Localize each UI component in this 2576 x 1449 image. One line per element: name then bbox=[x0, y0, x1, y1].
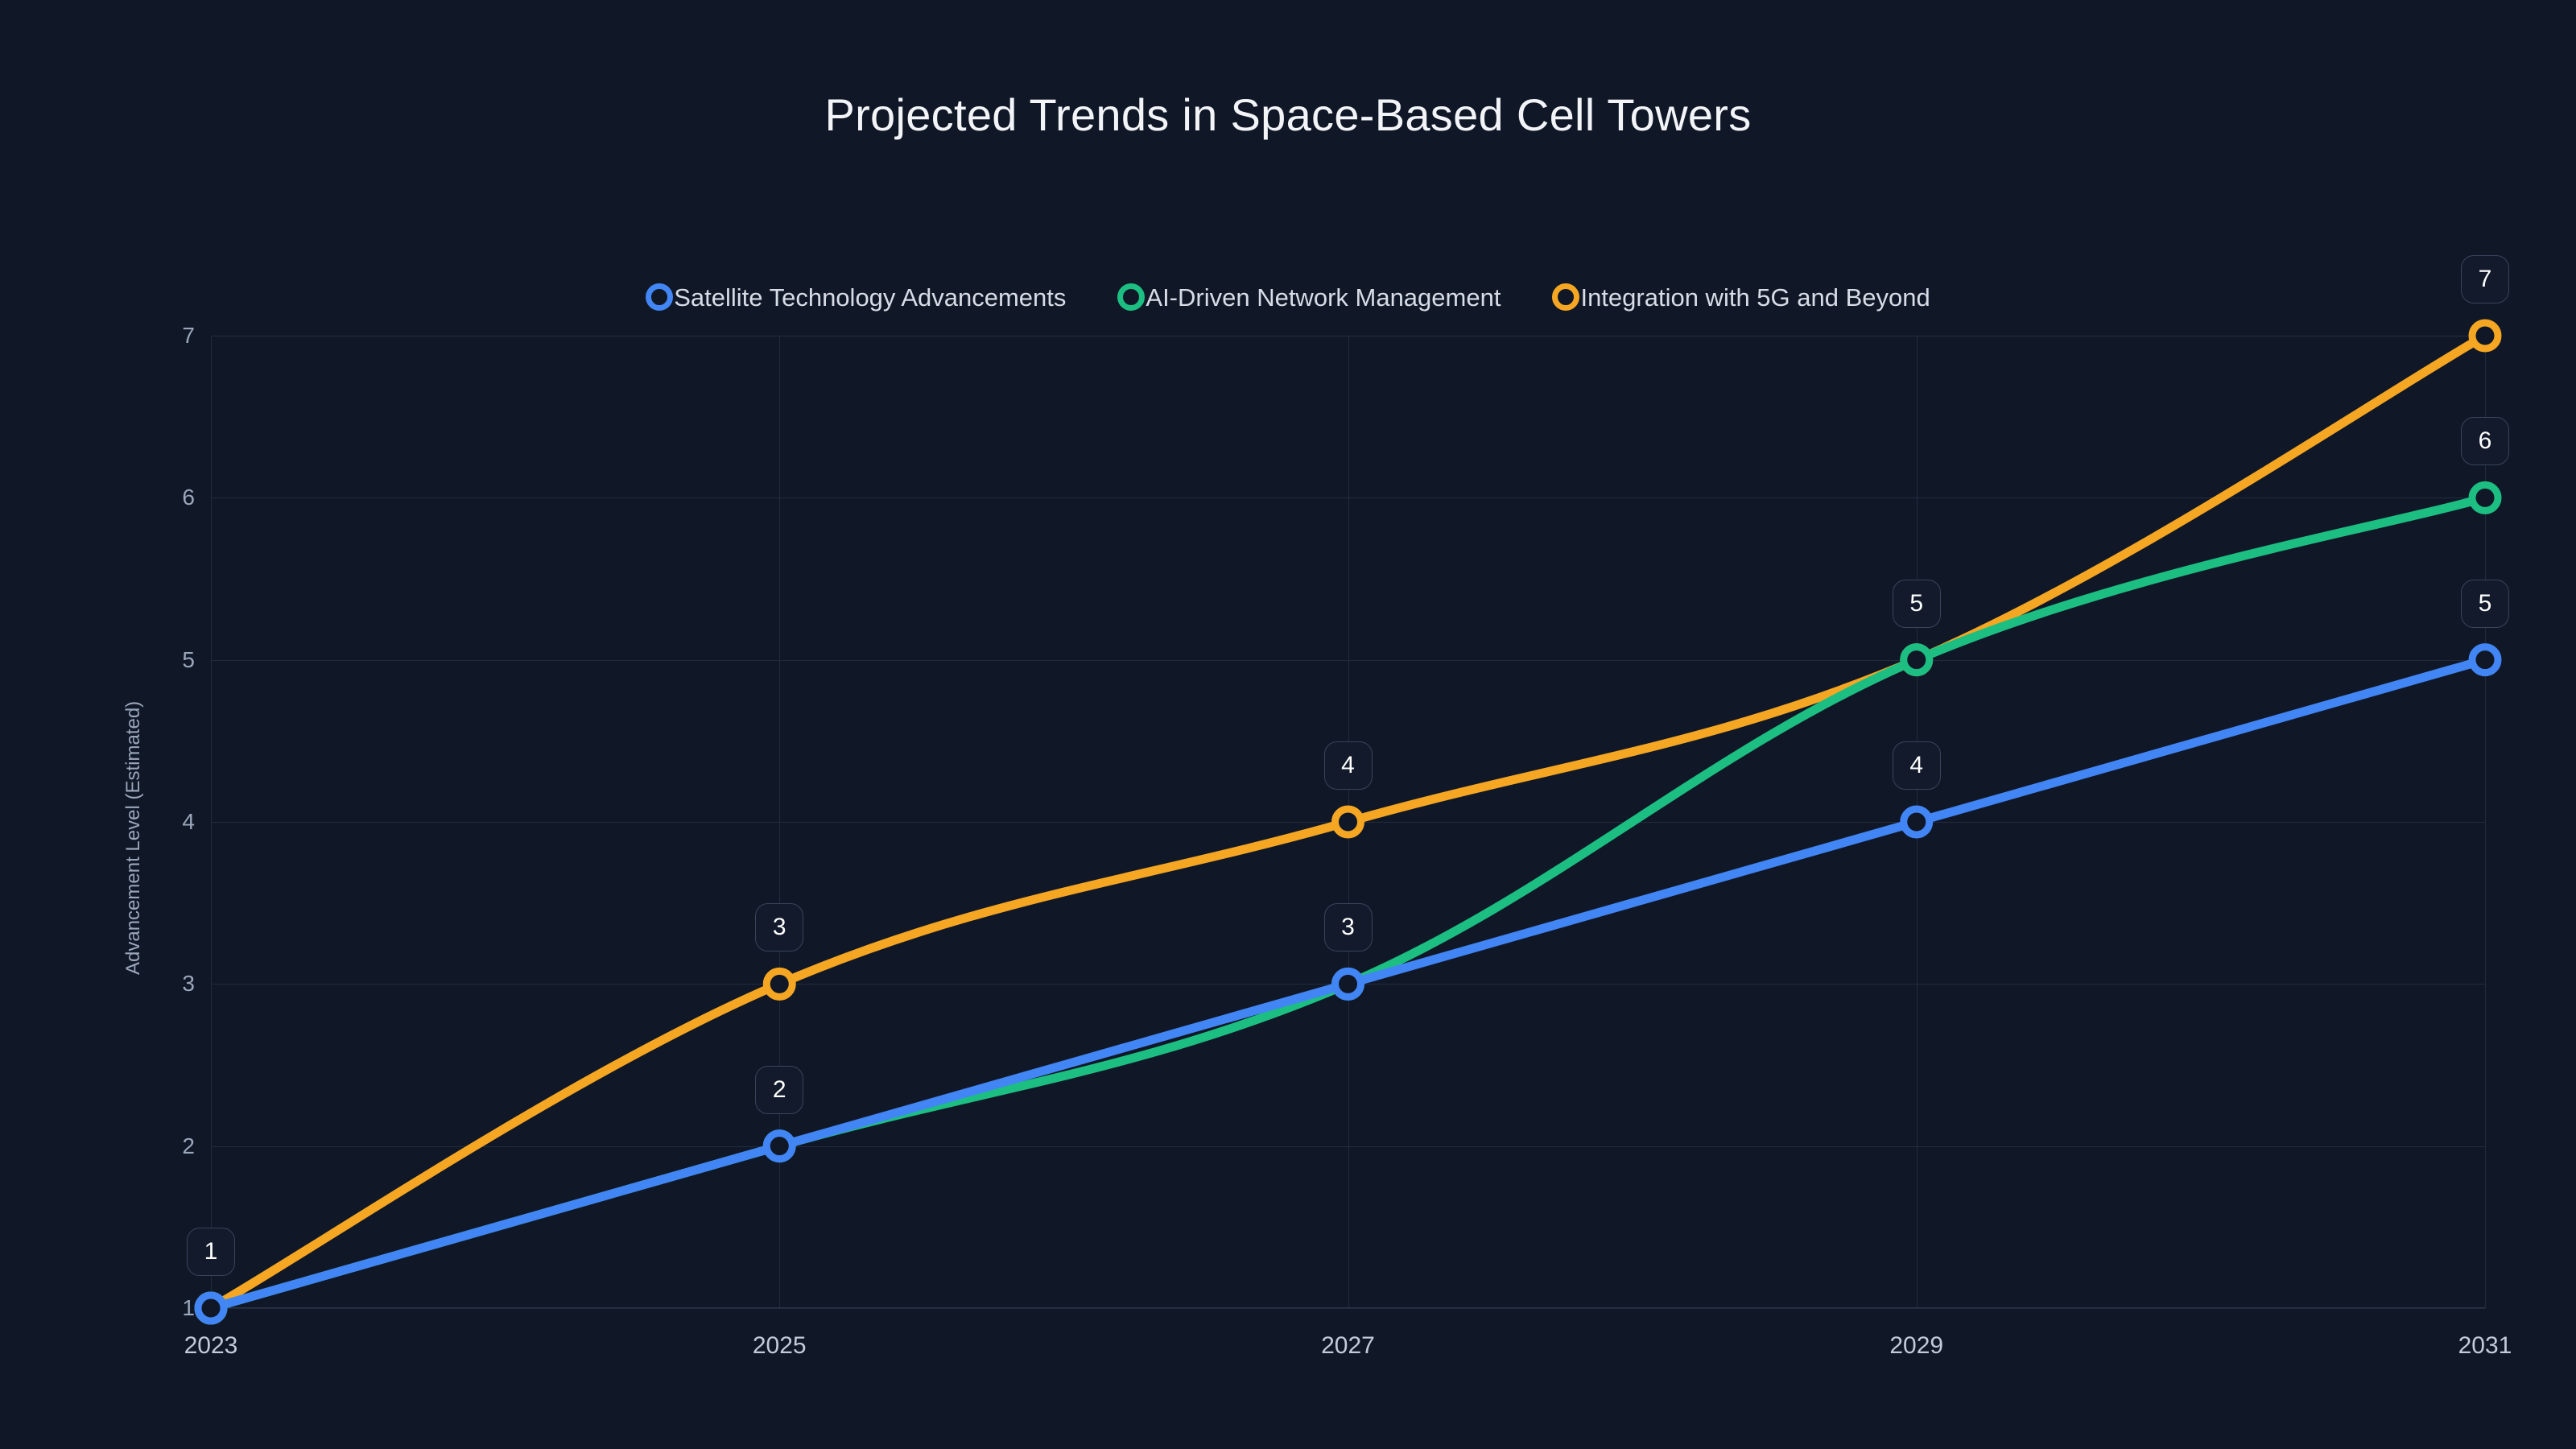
data-point-label: 6 bbox=[2461, 417, 2509, 466]
y-tick-label: 4 bbox=[182, 809, 195, 834]
gridline-vertical bbox=[779, 336, 781, 1308]
legend-item-label: Satellite Technology Advancements bbox=[674, 283, 1067, 312]
data-point-label: 4 bbox=[1323, 741, 1373, 790]
data-point-label: 7 bbox=[2461, 255, 2509, 303]
x-tick-label: 2027 bbox=[1321, 1332, 1375, 1359]
x-tick-label: 2025 bbox=[752, 1332, 807, 1359]
y-tick-label: 2 bbox=[182, 1133, 195, 1158]
y-tick-label: 5 bbox=[182, 646, 195, 672]
data-point-label: 3 bbox=[755, 903, 804, 952]
x-tick-label: 2029 bbox=[1889, 1332, 1944, 1359]
data-point-label: 2 bbox=[755, 1065, 804, 1114]
data-point-label: 3 bbox=[1323, 903, 1373, 952]
legend-item-ai[interactable]: AI-Driven Network Management bbox=[1117, 283, 1501, 311]
gridline-horizontal bbox=[211, 1308, 2485, 1309]
y-tick-label: 1 bbox=[182, 1295, 195, 1320]
x-tick-label: 2023 bbox=[184, 1332, 238, 1359]
plot-area bbox=[211, 336, 2486, 1309]
page-title: Projected Trends in Space-Based Cell Tow… bbox=[824, 89, 1752, 140]
y-axis-title: Advancement Level (Estimated) bbox=[122, 700, 144, 975]
ring-marker-icon bbox=[646, 283, 674, 311]
gridline-vertical bbox=[1348, 336, 1349, 1308]
legend-item-label: Integration with 5G and Beyond bbox=[1580, 283, 1930, 312]
data-point-label: 1 bbox=[187, 1228, 235, 1276]
y-tick-label: 6 bbox=[182, 485, 195, 510]
gridline-vertical bbox=[1916, 336, 1918, 1308]
x-axis-line bbox=[211, 1307, 2485, 1308]
ring-marker-icon bbox=[1552, 283, 1580, 311]
legend-item-integration[interactable]: Integration with 5G and Beyond bbox=[1552, 283, 1930, 311]
data-point-label: 4 bbox=[1892, 741, 1941, 790]
y-tick-label: 7 bbox=[182, 323, 195, 348]
gridline-vertical bbox=[211, 336, 212, 1308]
gridline-vertical bbox=[2485, 336, 2486, 1308]
ring-marker-icon bbox=[1117, 283, 1146, 311]
legend-item-satellite[interactable]: Satellite Technology Advancements bbox=[646, 283, 1066, 311]
y-tick-label: 3 bbox=[182, 971, 195, 997]
x-tick-label: 2031 bbox=[2458, 1332, 2512, 1359]
chart-legend: Satellite Technology Advancements AI-Dri… bbox=[0, 283, 2576, 311]
data-point-label: 5 bbox=[1892, 579, 1941, 628]
legend-item-label: AI-Driven Network Management bbox=[1146, 283, 1501, 312]
data-point-label: 5 bbox=[2461, 579, 2509, 628]
